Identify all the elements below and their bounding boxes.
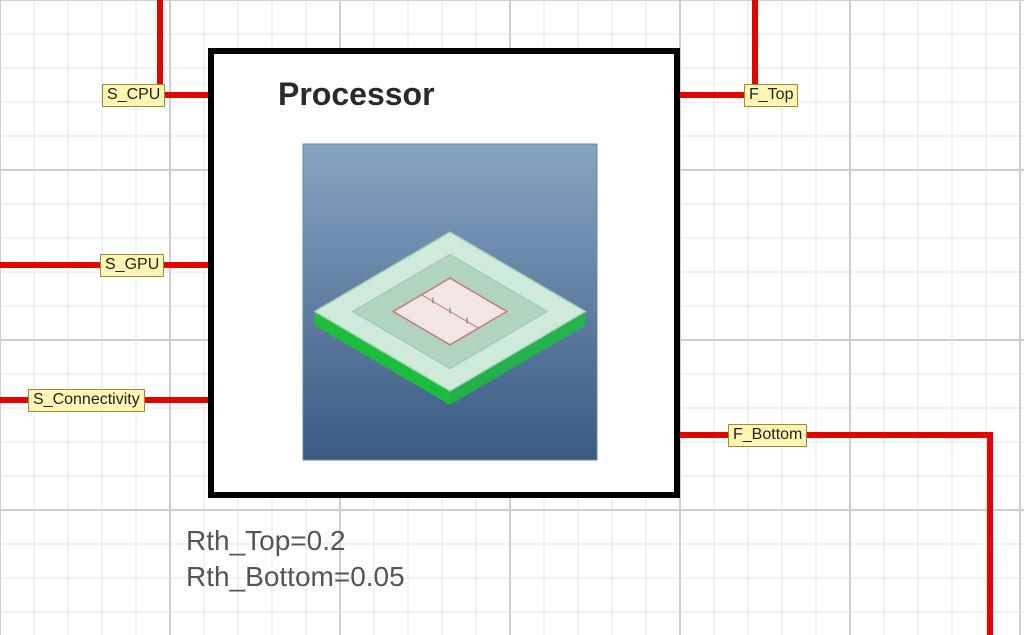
port-s-gpu[interactable]: S_GPU: [100, 254, 164, 277]
port-s-connectivity[interactable]: S_Connectivity: [28, 389, 145, 412]
parameter-line: Rth_Top=0.2: [186, 523, 405, 559]
parameter-line: Rth_Bottom=0.05: [186, 559, 405, 595]
block-parameters: Rth_Top=0.2Rth_Bottom=0.05: [186, 523, 405, 595]
port-f-bottom[interactable]: F_Bottom: [728, 424, 807, 447]
block-title: Processor: [278, 76, 435, 113]
port-s-cpu[interactable]: S_CPU: [102, 84, 165, 107]
schematic-canvas[interactable]: Processor S_CPU S_GPU S_Connectivity F_Top F…: [0, 0, 1024, 635]
port-f-top[interactable]: F_Top: [744, 84, 798, 107]
